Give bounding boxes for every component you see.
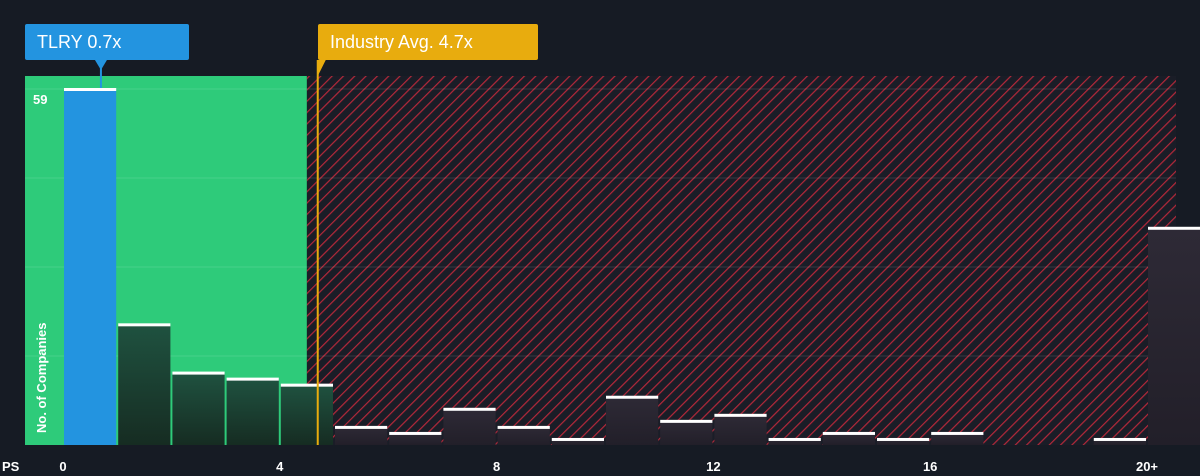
histogram-bar-cap xyxy=(118,323,171,327)
overvalued-zone xyxy=(306,76,1176,445)
histogram-bar-cap xyxy=(443,407,496,411)
histogram-bar-cap xyxy=(931,431,984,435)
histogram-bar xyxy=(1093,438,1146,445)
histogram-bar-cap xyxy=(551,437,604,441)
histogram-bar xyxy=(497,426,550,445)
histogram-bar xyxy=(172,372,225,445)
x-tick-label: 20+ xyxy=(1136,459,1158,474)
y-axis-title: No. of Companies xyxy=(34,322,49,433)
histogram-bar xyxy=(877,438,930,445)
histogram-bar xyxy=(64,89,117,445)
histogram-bar-cap xyxy=(497,425,550,429)
histogram-bar xyxy=(714,414,767,445)
histogram-bar-cap xyxy=(822,431,875,435)
histogram-bar-cap xyxy=(877,437,930,441)
company-value-callout: TLRY 0.7x xyxy=(25,24,189,60)
x-tick-label: 16 xyxy=(923,459,937,474)
histogram-bar xyxy=(118,324,171,445)
histogram-bar xyxy=(335,426,388,445)
x-axis-title: PS xyxy=(2,459,20,474)
histogram-bar-cap xyxy=(335,425,388,429)
histogram-bar-cap xyxy=(768,437,821,441)
x-tick-label: 0 xyxy=(59,459,66,474)
histogram-bar xyxy=(660,420,713,445)
histogram-bar xyxy=(931,432,984,445)
histogram-bar-cap xyxy=(1093,437,1146,441)
histogram-bar-cap xyxy=(64,88,117,91)
histogram-bar-cap xyxy=(660,419,713,423)
y-max-tick-label: 59 xyxy=(33,92,47,107)
industry-average-callout: Industry Avg. 4.7x xyxy=(318,24,538,60)
histogram-bar-cap xyxy=(714,413,767,417)
x-tick-label: 12 xyxy=(706,459,720,474)
histogram-bar-cap xyxy=(226,377,279,381)
histogram-bar xyxy=(389,432,442,445)
histogram-bar-cap xyxy=(172,371,225,375)
histogram-bar-cap xyxy=(1148,226,1200,230)
histogram-bar-cap xyxy=(606,395,659,399)
x-tick-label: 8 xyxy=(493,459,500,474)
x-tick-label: 4 xyxy=(276,459,284,474)
histogram-bar xyxy=(768,438,821,445)
histogram-bar xyxy=(280,384,333,445)
histogram-bar-cap xyxy=(389,431,442,435)
industry-callout-pointer xyxy=(317,60,326,76)
histogram-bar xyxy=(606,396,659,445)
histogram-bar xyxy=(443,408,496,445)
company-callout-pointer xyxy=(94,60,107,70)
histogram-bar xyxy=(1148,227,1200,445)
histogram-bar-cap xyxy=(280,383,333,387)
histogram-bar xyxy=(822,432,875,445)
histogram-bar xyxy=(551,438,604,445)
histogram-bar xyxy=(226,378,279,445)
